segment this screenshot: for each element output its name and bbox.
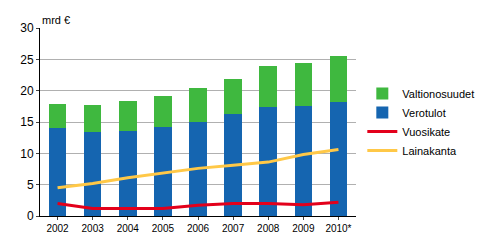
svg-text:5: 5 bbox=[27, 178, 34, 192]
svg-text:0: 0 bbox=[27, 209, 34, 223]
svg-text:2008: 2008 bbox=[257, 223, 280, 234]
svg-text:Valtionosuudet: Valtionosuudet bbox=[402, 88, 474, 100]
svg-text:30: 30 bbox=[20, 21, 34, 35]
svg-text:2005: 2005 bbox=[152, 223, 175, 234]
svg-text:15: 15 bbox=[20, 115, 34, 129]
svg-text:Vuosikate: Vuosikate bbox=[402, 126, 450, 138]
svg-text:20: 20 bbox=[20, 84, 34, 98]
svg-text:2010*: 2010* bbox=[325, 223, 351, 234]
svg-text:2004: 2004 bbox=[117, 223, 140, 234]
svg-text:25: 25 bbox=[20, 53, 34, 67]
svg-text:2007: 2007 bbox=[222, 223, 245, 234]
svg-text:10: 10 bbox=[20, 147, 34, 161]
svg-text:Lainakanta: Lainakanta bbox=[402, 145, 457, 157]
svg-text:mrd €: mrd € bbox=[42, 14, 70, 26]
svg-text:2003: 2003 bbox=[82, 223, 105, 234]
svg-text:Verotulot: Verotulot bbox=[402, 107, 445, 119]
svg-text:2006: 2006 bbox=[187, 223, 210, 234]
svg-text:2002: 2002 bbox=[46, 223, 69, 234]
svg-text:2009: 2009 bbox=[292, 223, 315, 234]
